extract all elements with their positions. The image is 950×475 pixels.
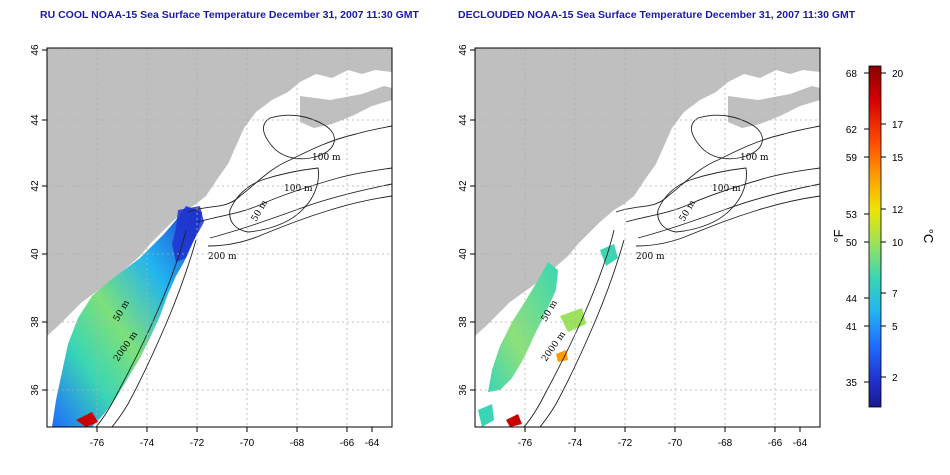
y-tick-label: 38: [458, 316, 469, 328]
f-tick-label: 53: [846, 210, 858, 221]
graticule: [47, 48, 392, 427]
land-mass: [475, 48, 820, 336]
map-frame: [474, 47, 821, 428]
right-map-title: DECLOUDED NOAA-15 Sea Surface Temperatur…: [458, 9, 856, 21]
y-tick-label: 40: [458, 248, 469, 260]
left-map-title: RU COOL NOAA-15 Sea Surface Temperature …: [40, 9, 419, 21]
graticule: [475, 48, 820, 427]
f-tick-label: 44: [846, 294, 858, 305]
c-tick-label: 5: [892, 322, 898, 333]
y-tick-label: 46: [30, 44, 41, 56]
colorbar-gradient: [868, 65, 882, 408]
dark-blue-patch: [172, 206, 204, 262]
contour-label: 100 m: [284, 184, 313, 194]
nova-scotia: [728, 86, 820, 128]
x-tick-label: -74: [140, 438, 155, 449]
f-tick-label: 68: [846, 69, 858, 80]
contour-label: 200 m: [636, 252, 665, 262]
colorbar: 68 62 59 53 50 44 41 35 20 17 15 12 10 7…: [831, 65, 936, 408]
x-tick-label: -72: [190, 438, 205, 449]
c-tick-label: 12: [892, 205, 904, 216]
contour-label: 200 m: [208, 252, 237, 262]
y-tick-label: 38: [30, 316, 41, 328]
x-axis: -76 -74 -72 -70 -68 -66 -64: [90, 427, 380, 449]
x-tick-label: -64: [793, 438, 808, 449]
y-tick-label: 42: [30, 180, 41, 192]
y-tick-label: 46: [458, 44, 469, 56]
sst-patch: [560, 308, 586, 332]
c-tick-label: 20: [892, 69, 904, 80]
f-tick-label: 62: [846, 125, 858, 136]
x-tick-label: -72: [618, 438, 633, 449]
sst-field-right: [488, 262, 558, 392]
y-tick-label: 36: [458, 384, 469, 396]
x-tick-label: -76: [90, 438, 105, 449]
y-tick-label: 42: [458, 180, 469, 192]
y-tick-label: 44: [458, 114, 469, 126]
contour-label: 100 m: [740, 153, 769, 163]
x-tick-label: -70: [240, 438, 255, 449]
fahrenheit-ticks: 68 62 59 53 50 44 41 35: [846, 69, 858, 389]
x-tick-label: -68: [290, 438, 305, 449]
warm-patch: [506, 414, 522, 427]
celsius-unit-label: °C: [921, 229, 936, 244]
x-tick-label: -66: [768, 438, 783, 449]
nova-scotia: [300, 86, 392, 128]
contour-label: 100 m: [712, 184, 741, 194]
left-map-panel: 100 m 100 m 50 m 200 m 50 m 2000 m: [30, 44, 393, 449]
bathymetry-contours: [523, 114, 820, 427]
y-tick-label: 44: [30, 114, 41, 126]
sst-patch: [600, 244, 618, 266]
f-tick-label: 35: [846, 378, 858, 389]
x-tick-label: -76: [518, 438, 533, 449]
x-axis: -76 -74 -72 -70 -68 -66 -64: [518, 427, 808, 449]
sst-field-left: [52, 206, 202, 427]
y-tick-label: 40: [30, 248, 41, 260]
c-tick-label: 15: [892, 153, 904, 164]
x-tick-label: -74: [568, 438, 583, 449]
contour-label: 100 m: [312, 153, 341, 163]
c-tick-label: 2: [892, 373, 898, 384]
f-tick-label: 59: [846, 153, 858, 164]
c-tick-label: 7: [892, 289, 898, 300]
warm-patch: [76, 412, 98, 427]
c-tick-label: 10: [892, 238, 904, 249]
x-tick-label: -64: [365, 438, 380, 449]
x-tick-label: -66: [340, 438, 355, 449]
y-tick-label: 36: [30, 384, 41, 396]
y-axis: 36 38 40 42 44 46: [30, 44, 47, 396]
right-map-panel: 100 m 100 m 50 m 200 m 50 m 2000 m: [458, 44, 821, 449]
f-tick-label: 41: [846, 322, 858, 333]
map-frame: [46, 47, 393, 428]
bathymetry-contours: [95, 114, 392, 427]
fahrenheit-unit-label: °F: [831, 229, 846, 242]
sst-patch: [478, 404, 494, 427]
f-tick-label: 50: [846, 238, 858, 249]
x-tick-label: -68: [718, 438, 733, 449]
y-axis: 36 38 40 42 44 46: [458, 44, 475, 396]
c-tick-label: 17: [892, 120, 904, 131]
sst-patch: [556, 350, 568, 362]
x-tick-label: -70: [668, 438, 683, 449]
celsius-ticks: 20 17 15 12 10 7 5 2: [892, 69, 904, 384]
